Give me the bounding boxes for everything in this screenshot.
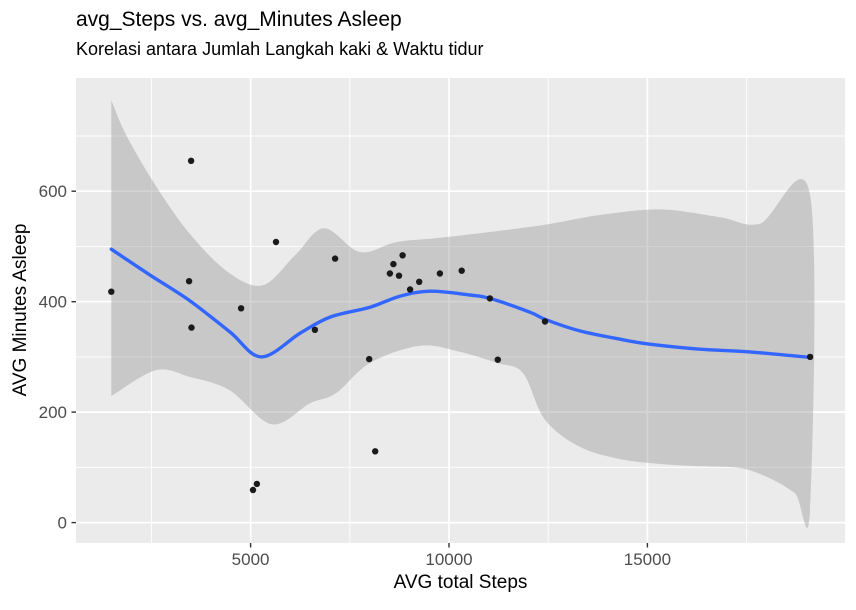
data-point	[185, 278, 193, 285]
chart-title: avg_Steps vs. avg_Minutes Asleep	[76, 8, 402, 31]
major-gridlines	[76, 78, 845, 543]
y-tick-label: 600	[39, 182, 67, 201]
data-point	[188, 324, 195, 331]
x-tick-label: 10000	[425, 550, 472, 569]
data-point	[272, 238, 280, 246]
chart-subtitle: Korelasi antara Jumlah Langkah kaki & Wa…	[76, 39, 484, 59]
confidence-ribbon	[111, 100, 815, 528]
x-tick-labels: 5000 10000 15000	[232, 550, 671, 569]
x-axis-title: AVG total Steps	[393, 572, 528, 593]
data-point	[406, 286, 414, 293]
x-tick-label: 15000	[624, 550, 671, 569]
y-axis-title: AVG Minutes Asleep	[10, 223, 31, 397]
data-point	[386, 270, 394, 277]
data-point	[416, 278, 423, 285]
data-point	[806, 353, 814, 361]
data-point	[187, 157, 195, 164]
data-point	[253, 480, 261, 488]
data-point	[331, 255, 339, 262]
y-tick-label: 0	[58, 514, 67, 533]
data-point	[108, 288, 115, 295]
data-point	[494, 356, 501, 363]
smooth-line	[109, 247, 812, 360]
data-point	[399, 252, 406, 259]
y-tick-label: 200	[39, 403, 67, 422]
data-point	[395, 272, 403, 279]
y-tick-labels: 0 200 400 600	[39, 182, 67, 532]
data-point	[237, 305, 245, 312]
y-tick-label: 400	[39, 293, 67, 312]
data-point	[366, 355, 373, 363]
data-point	[249, 486, 257, 494]
data-point	[311, 326, 319, 333]
data-point	[458, 267, 465, 274]
data-points	[108, 157, 814, 494]
axis-tick-marks	[71, 190, 649, 548]
x-tick-label: 5000	[232, 550, 270, 569]
data-point	[541, 318, 549, 325]
data-point	[486, 295, 494, 302]
data-point	[372, 448, 379, 455]
data-point	[436, 270, 444, 277]
data-point	[390, 260, 397, 268]
